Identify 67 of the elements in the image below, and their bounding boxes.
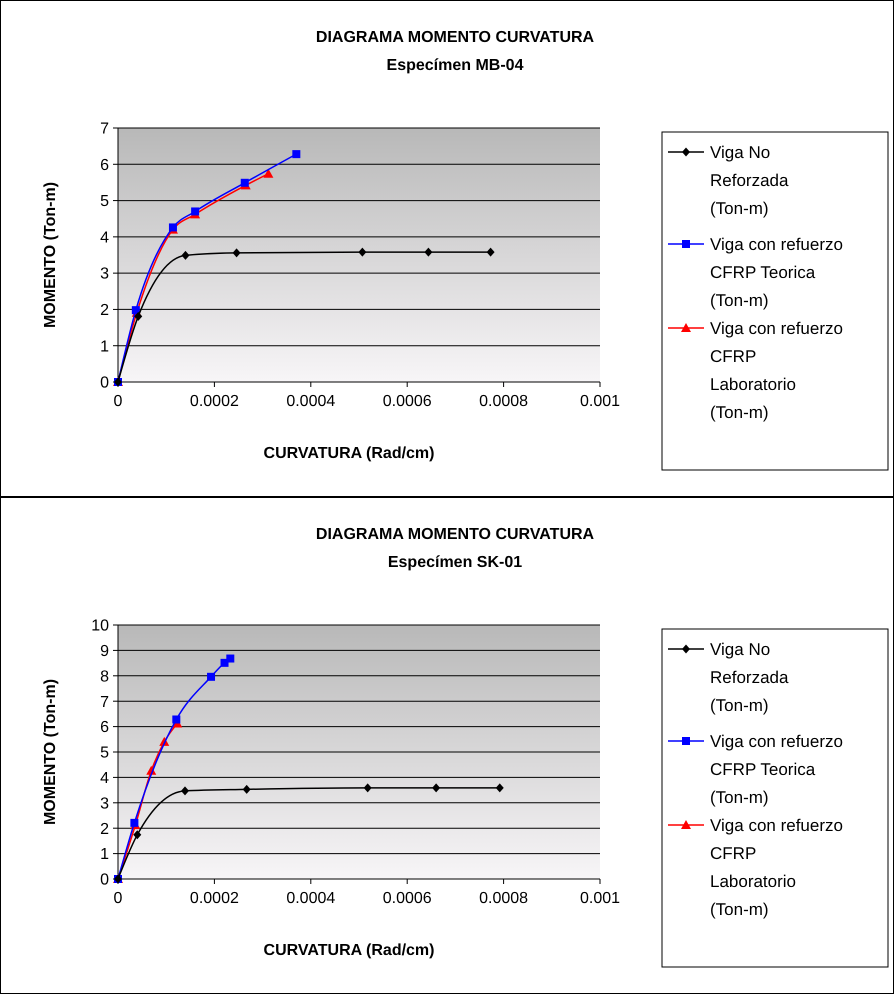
point bbox=[232, 248, 241, 258]
point bbox=[134, 312, 142, 321]
legend-label: Viga con refuerzo CFRP Laboratorio (Ton-m) bbox=[710, 318, 843, 422]
y-tick-label: 0 bbox=[100, 374, 110, 392]
y-tick-label: 8 bbox=[100, 668, 110, 686]
y-tick-label: 3 bbox=[100, 795, 110, 812]
point bbox=[240, 178, 249, 187]
point bbox=[132, 306, 140, 314]
y-tick-label: 5 bbox=[100, 193, 110, 210]
y-tick-label: 0 bbox=[100, 872, 110, 889]
x-tick-label: 0 bbox=[114, 393, 123, 410]
x-tick-label: 0.0006 bbox=[382, 890, 432, 907]
x-axis-title: CURVATURA (Rad/cm) bbox=[264, 445, 434, 462]
point bbox=[191, 207, 200, 216]
chart-title: DIAGRAMA MOMENTO CURVATURA bbox=[316, 526, 595, 543]
point bbox=[130, 818, 138, 827]
x-tick-label: 0.001 bbox=[580, 890, 620, 907]
legend-label: Viga con refuerzo CFRP Laboratorio (Ton-m) bbox=[710, 816, 843, 919]
point bbox=[133, 830, 142, 840]
y-tick-label: 9 bbox=[100, 643, 110, 660]
y-tick-label: 6 bbox=[100, 156, 110, 174]
y-tick-label: 2 bbox=[100, 820, 110, 838]
point bbox=[292, 150, 300, 158]
x-tick-label: 0.0002 bbox=[190, 890, 239, 907]
y-tick-label: 2 bbox=[100, 302, 110, 320]
y-tick-label: 3 bbox=[100, 266, 110, 283]
point bbox=[181, 250, 190, 260]
x-tick-label: 0.001 bbox=[580, 393, 620, 410]
y-tick-label: 1 bbox=[100, 846, 110, 864]
chart-subtitle: Especímen MB-04 bbox=[386, 57, 524, 74]
y-tick-label: 7 bbox=[100, 120, 110, 138]
x-tick-label: 0.0006 bbox=[382, 393, 432, 410]
point bbox=[263, 168, 274, 178]
point bbox=[168, 223, 177, 232]
point bbox=[207, 672, 216, 681]
point bbox=[432, 783, 440, 792]
point bbox=[496, 783, 504, 792]
y-tick-label: 4 bbox=[100, 770, 110, 787]
point bbox=[242, 784, 251, 794]
y-axis-title: MOMENTO (Ton-m) bbox=[42, 678, 59, 826]
y-tick-label: 1 bbox=[100, 338, 110, 356]
y-tick-label: 10 bbox=[91, 618, 110, 635]
y-tick-label: 7 bbox=[100, 694, 110, 711]
chart-subtitle: Especímen SK-01 bbox=[388, 554, 522, 571]
x-tick-label: 0.0004 bbox=[286, 393, 336, 410]
point bbox=[181, 786, 189, 796]
legend-label: Viga No Reforzada (Ton-m) bbox=[710, 640, 789, 715]
y-axis-title: MOMENTO (Ton-m) bbox=[42, 182, 59, 328]
x-tick-label: 0.0008 bbox=[479, 393, 528, 410]
point bbox=[364, 783, 372, 792]
x-tick-label: 0.0004 bbox=[286, 890, 336, 907]
point bbox=[486, 248, 495, 257]
chart-title: DIAGRAMA MOMENTO CURVATURA bbox=[316, 29, 595, 46]
x-tick-label: 0.0008 bbox=[479, 890, 528, 907]
x-tick-label: 0.0002 bbox=[190, 393, 239, 410]
legend-label: Viga con refuerzo CFRP Teorica (Ton-m) bbox=[710, 234, 843, 310]
legend-label: Viga No Reforzada (Ton-m) bbox=[710, 142, 789, 218]
point bbox=[424, 248, 432, 257]
x-tick-label: 0 bbox=[114, 890, 123, 907]
x-axis-title: CURVATURA (Rad/cm) bbox=[264, 942, 434, 959]
y-tick-label: 4 bbox=[100, 229, 110, 246]
point bbox=[172, 715, 180, 724]
point bbox=[358, 248, 366, 257]
legend-label: Viga con refuerzo CFRP Teorica (Ton-m) bbox=[710, 732, 843, 807]
point bbox=[226, 654, 234, 663]
y-tick-label: 5 bbox=[100, 744, 110, 762]
y-tick-label: 6 bbox=[100, 719, 110, 736]
